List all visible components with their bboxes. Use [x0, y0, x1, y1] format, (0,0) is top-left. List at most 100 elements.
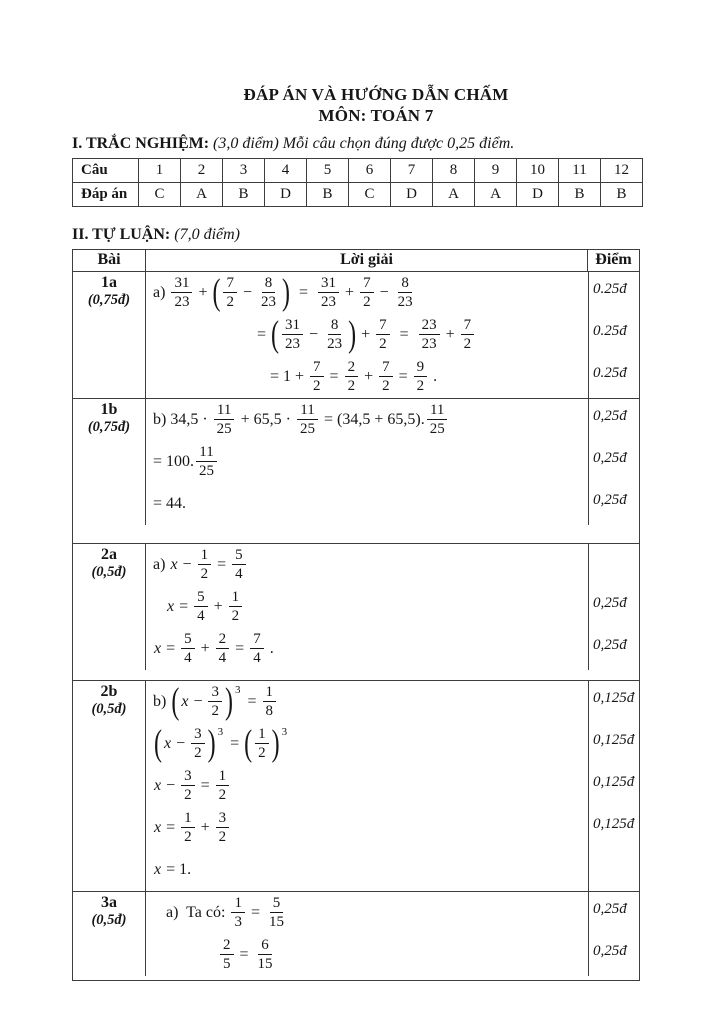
math-text: −: [172, 735, 190, 753]
fraction-denominator: 2: [231, 608, 240, 625]
math-text: a): [153, 284, 170, 302]
mc-answer: A: [181, 182, 223, 207]
fraction-denominator: 2: [184, 829, 192, 846]
bai-id: 1b: [100, 400, 118, 418]
math-text: =: [162, 819, 180, 837]
mc-answer: B: [223, 182, 265, 207]
fraction-numerator: 11: [426, 402, 448, 421]
fraction-numerator: 8: [327, 317, 342, 336]
solution-line: (x − 3 2) 3 = (1 2) 3: [146, 723, 588, 765]
mc-answer: D: [265, 182, 307, 207]
score-cell: 0,25đ: [588, 585, 639, 628]
math-variable: x: [154, 861, 162, 879]
fraction-denominator: 5: [223, 956, 231, 973]
math-variable: x: [181, 693, 189, 711]
score-cell: 0,125đ: [588, 806, 639, 849]
fraction-numerator: 7: [310, 359, 324, 378]
bai-cell: 2b (0,5đ): [73, 680, 146, 891]
fraction-numerator: 7: [460, 317, 475, 336]
math-text: a) Ta có:: [166, 904, 230, 922]
math-text: +: [196, 640, 214, 658]
fraction-denominator: 4: [197, 608, 205, 625]
fraction-denominator: 2: [218, 829, 227, 846]
solution-line: x = 1.: [146, 849, 588, 891]
fraction: 31 23: [282, 317, 304, 354]
fraction-numerator: 23: [418, 317, 440, 336]
score-cell: 0,125đ: [588, 722, 639, 765]
math-variable: x: [170, 556, 178, 574]
fraction-numerator: 31: [171, 275, 193, 294]
bai-id: 2b: [100, 682, 118, 700]
math-text: +: [441, 326, 459, 344]
fraction-denominator: 2: [416, 378, 425, 395]
fraction-denominator: 2: [184, 787, 192, 804]
math-text: a): [153, 556, 170, 574]
mc-question-number: 6: [349, 158, 391, 183]
fraction-denominator: 23: [285, 336, 301, 353]
fraction: 31 23: [318, 275, 340, 312]
document-page: ĐÁP ÁN VÀ HƯỚNG DẪN CHẤM MÔN: TOÁN 7 I. …: [72, 84, 680, 981]
section1-note: (3,0 điểm) Mỗi câu chọn đúng được 0,25 đ…: [213, 134, 515, 152]
math-text: −: [162, 777, 180, 795]
score-cell: 0.25đ: [588, 271, 639, 314]
fraction-denominator: 25: [216, 421, 232, 438]
math-text: −: [189, 693, 207, 711]
fraction-numerator: 1: [215, 768, 230, 787]
math-text: .: [429, 368, 438, 386]
fraction-denominator: 2: [313, 378, 321, 395]
fraction-numerator: 1: [255, 726, 269, 745]
bai-id: 1a: [101, 273, 117, 291]
left-paren: (: [271, 314, 280, 356]
fraction-numerator: 3: [208, 684, 222, 703]
mc-answer: D: [517, 182, 559, 207]
math-text: +: [357, 326, 375, 344]
math-text: =: [325, 368, 343, 386]
fraction-denominator: 15: [268, 914, 284, 931]
math-text: +: [194, 284, 212, 302]
left-paren: (: [212, 272, 221, 314]
mc-answer: B: [601, 182, 643, 207]
exponent: 3: [217, 725, 224, 738]
score-cell: 0,125đ: [588, 680, 639, 723]
mc-answer: C: [349, 182, 391, 207]
score-cell: 0,125đ: [588, 764, 639, 807]
math-text: =: [246, 904, 264, 922]
math-text: =: [175, 598, 193, 616]
score-cell: 0,25đ: [588, 482, 639, 525]
bai-points: (0,5đ): [91, 564, 127, 581]
fraction-denominator: 2: [200, 566, 209, 583]
math-text: =: [226, 735, 244, 753]
left-paren: (: [244, 723, 253, 765]
math-variable: x: [154, 640, 162, 658]
math-text: +: [196, 819, 214, 837]
math-text: = 1.: [162, 861, 192, 879]
bai-cell: 2a (0,5đ): [73, 543, 146, 670]
fraction-denominator: 4: [253, 650, 261, 667]
fraction-denominator: 25: [199, 463, 215, 480]
fraction: 11 25: [426, 402, 448, 439]
multiple-choice-table: Câu 1 2 3 4 5 6 7 8 9 10 11 12 Đáp án C A B D B C D A A D B B: [72, 157, 643, 207]
title-block: ĐÁP ÁN VÀ HƯỚNG DẪN CHẤM MÔN: TOÁN 7: [72, 84, 680, 127]
header-loigiai: Lời giải: [146, 249, 588, 271]
mc-question-number: 9: [475, 158, 517, 183]
fraction-numerator: 11: [297, 402, 318, 421]
math-text: + 65,5 ·: [236, 411, 296, 429]
fraction-numerator: 1: [262, 684, 276, 703]
fraction-denominator: 23: [174, 294, 190, 311]
